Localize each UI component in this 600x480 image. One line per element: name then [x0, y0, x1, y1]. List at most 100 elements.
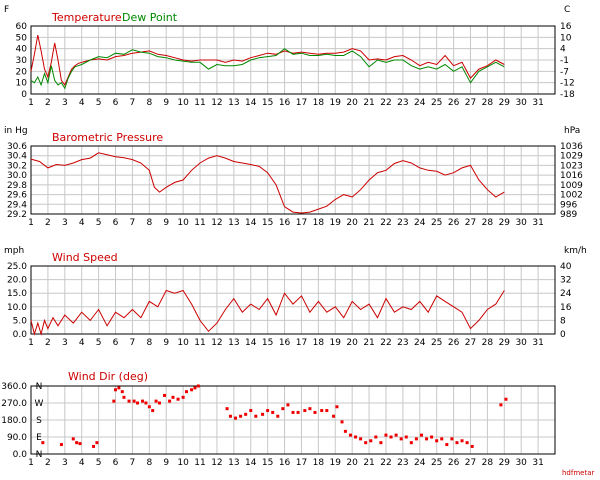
x-tick-label: 13: [228, 458, 239, 468]
x-tick-label: 18: [313, 218, 325, 228]
x-tick-label: 10: [177, 458, 189, 468]
x-tick-label: 22: [380, 98, 391, 108]
x-tick-label: 4: [79, 98, 85, 108]
data-point: [499, 403, 503, 407]
y-tick-label: 360.0: [1, 382, 27, 392]
right-tick-label: 1036: [560, 142, 583, 152]
x-tick-label: 24: [414, 338, 426, 348]
data-point: [71, 437, 75, 441]
data-point: [171, 395, 175, 399]
data-point: [163, 393, 167, 397]
x-tick-label: 24: [414, 458, 426, 468]
x-tick-label: 21: [363, 98, 374, 108]
right-tick-label: -12: [560, 79, 575, 89]
chart-title-secondary: Dew Point: [122, 11, 178, 24]
right-unit-label: C: [564, 5, 570, 15]
x-tick-label: 28: [482, 98, 494, 108]
data-point: [414, 437, 418, 441]
x-tick-label: 25: [431, 458, 442, 468]
x-tick-label: 21: [363, 338, 374, 348]
data-point: [95, 441, 99, 445]
x-tick-label: 10: [177, 98, 189, 108]
data-point: [409, 441, 413, 445]
x-tick-label: 12: [211, 218, 222, 228]
x-tick-label: 20: [346, 338, 358, 348]
x-tick-label: 28: [482, 218, 494, 228]
x-tick-label: 3: [62, 98, 68, 108]
right-tick-label: 8: [560, 316, 566, 326]
x-tick-label: 27: [465, 338, 476, 348]
right-tick-label: -18: [560, 90, 575, 100]
x-tick-label: 25: [431, 338, 442, 348]
y-tick-label: 25.0: [7, 262, 27, 272]
x-tick-label: 7: [130, 218, 136, 228]
data-point: [354, 435, 358, 439]
data-point: [313, 410, 317, 414]
x-tick-label: 21: [363, 458, 374, 468]
data-point: [135, 401, 139, 405]
x-tick-label: 31: [532, 338, 543, 348]
y-tick-label: 30.2: [7, 161, 27, 171]
x-tick-label: 23: [397, 218, 408, 228]
plot-frame: [30, 385, 556, 455]
data-point: [394, 433, 398, 437]
y-tick-label: 30.0: [7, 171, 27, 181]
right-tick-label: 989: [560, 210, 577, 220]
y-tick-label: 0.0: [13, 330, 28, 340]
x-tick-label: 3: [62, 338, 68, 348]
data-point: [141, 399, 145, 403]
y-tick-label: 60: [16, 22, 28, 32]
data-point: [404, 435, 408, 439]
x-tick-label: 13: [228, 218, 239, 228]
x-tick-label: 29: [499, 338, 511, 348]
x-tick-label: 21: [363, 218, 374, 228]
x-tick-label: 24: [414, 218, 426, 228]
y-tick-label: 30.6: [7, 142, 27, 152]
data-point: [325, 409, 329, 413]
x-tick-label: 8: [146, 218, 152, 228]
gridlines: [30, 265, 555, 335]
wind-speed-line: [30, 289, 505, 336]
x-tick-label: 24: [414, 98, 426, 108]
y-tick-label: 5.0: [13, 316, 28, 326]
y-tick-label: 0.0: [13, 450, 28, 460]
right-tick-label: 40: [560, 262, 572, 272]
x-tick-label: 13: [228, 338, 239, 348]
wind-speed-chart: mph km/h Wind Speed 0.05.010.015.020.025…: [4, 246, 587, 348]
x-tick-label: 14: [245, 338, 257, 348]
compass-label: W: [35, 399, 44, 409]
x-tick-label: 19: [330, 218, 342, 228]
data-point: [261, 412, 265, 416]
data-point: [291, 410, 295, 414]
x-tick-label: 28: [482, 458, 494, 468]
compass-label: E: [36, 433, 42, 443]
data-point: [440, 437, 444, 441]
data-point: [190, 388, 194, 392]
x-tick-label: 22: [380, 338, 391, 348]
data-point: [450, 437, 454, 441]
pressure-chart: in Hg hPa Barometric Pressure 29.229.429…: [4, 126, 583, 228]
x-tick-label: 15: [262, 218, 273, 228]
x-tick-label: 7: [130, 338, 136, 348]
x-tick-label: 15: [262, 338, 273, 348]
right-tick-label: 10: [560, 33, 572, 43]
data-point: [249, 409, 253, 413]
y-tick-label: 270.0: [1, 399, 27, 409]
x-tick-label: 9: [163, 338, 169, 348]
data-point: [384, 433, 388, 437]
x-tick-label: 3: [62, 458, 68, 468]
x-tick-label: 13: [228, 98, 239, 108]
x-tick-label: 8: [146, 338, 152, 348]
data-point: [271, 410, 275, 414]
data-point: [425, 437, 429, 441]
right-unit-label: km/h: [564, 246, 587, 256]
y-tick-label: 50: [16, 33, 28, 43]
right-tick-label: 16: [560, 22, 572, 32]
data-point: [239, 414, 243, 418]
x-tick-label: 30: [515, 218, 527, 228]
x-tick-label: 26: [448, 458, 460, 468]
x-tick-label: 16: [279, 458, 291, 468]
x-tick-label: 6: [113, 218, 119, 228]
